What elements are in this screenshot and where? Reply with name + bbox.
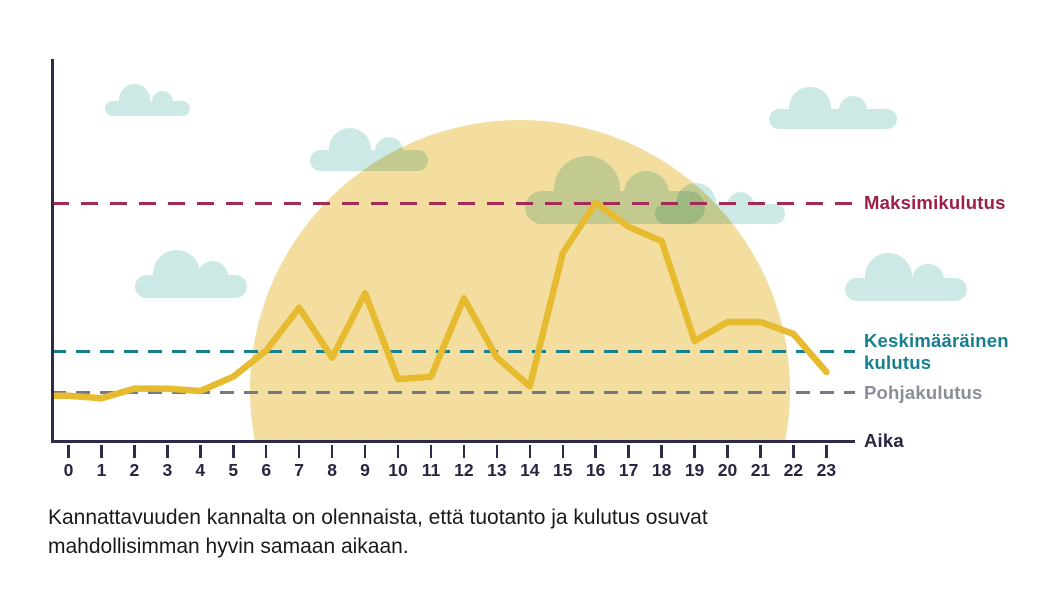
plot-background bbox=[250, 120, 790, 441]
x-tick-label: 15 bbox=[553, 460, 573, 480]
x-tick bbox=[561, 445, 564, 458]
x-tick-label: 22 bbox=[783, 460, 804, 480]
x-tick bbox=[330, 445, 334, 458]
x-tick bbox=[166, 445, 169, 458]
x-tick bbox=[297, 445, 301, 458]
x-tick bbox=[594, 445, 597, 458]
x-tick-label: 4 bbox=[195, 460, 206, 480]
x-tick-label: 20 bbox=[717, 460, 738, 480]
cloud-icon bbox=[105, 84, 190, 116]
x-tick bbox=[792, 445, 795, 458]
x-tick bbox=[264, 445, 268, 458]
x-tick bbox=[429, 445, 433, 458]
cloud-icon bbox=[769, 87, 897, 129]
x-tick-label: 1 bbox=[96, 460, 107, 480]
x-tick-label: 7 bbox=[294, 460, 304, 480]
reference-label-maksimikulutus: Maksimikulutus bbox=[864, 192, 1006, 213]
x-tick-label: 17 bbox=[618, 460, 639, 480]
x-tick-label: 12 bbox=[454, 460, 474, 480]
x-tick-label: 10 bbox=[388, 460, 408, 480]
x-tick bbox=[495, 445, 499, 458]
x-tick-label: 23 bbox=[816, 460, 837, 480]
reference-line-maksimikulutus bbox=[52, 201, 855, 205]
x-tick bbox=[726, 445, 729, 458]
x-tick-label: 8 bbox=[327, 460, 337, 480]
x-axis bbox=[51, 440, 855, 443]
x-tick-label: 19 bbox=[684, 460, 705, 480]
x-tick bbox=[759, 445, 762, 458]
x-tick bbox=[133, 445, 136, 458]
x-tick-label: 16 bbox=[585, 460, 606, 480]
reference-line-keskimaarainen-kulutus bbox=[52, 350, 855, 354]
x-tick bbox=[627, 445, 630, 458]
cloud-icon bbox=[310, 128, 428, 171]
x-tick-label: 11 bbox=[421, 460, 441, 480]
consumption-line bbox=[51, 199, 830, 402]
x-tick bbox=[199, 445, 202, 458]
cloud-icon bbox=[135, 250, 247, 298]
x-tick bbox=[67, 445, 70, 458]
x-tick bbox=[462, 445, 466, 458]
reference-label-pohjakulutus: Pohjakulutus bbox=[864, 381, 983, 403]
x-axis-title: Aika bbox=[864, 430, 904, 451]
x-tick bbox=[396, 445, 400, 458]
x-tick-label: 2 bbox=[129, 460, 140, 480]
x-tick bbox=[232, 445, 235, 458]
x-tick-label: 21 bbox=[750, 460, 771, 480]
x-tick bbox=[693, 445, 696, 458]
x-tick bbox=[825, 445, 828, 458]
x-tick-label: 0 bbox=[63, 460, 74, 480]
x-tick-label: 5 bbox=[228, 460, 239, 480]
reference-label-keskimaarainen-kulutus: Keskimääräinen kulutus bbox=[864, 329, 1009, 373]
caption: Kannattavuuden kannalta on olennaista, e… bbox=[48, 506, 708, 558]
x-tick-label: 18 bbox=[651, 460, 672, 480]
reference-line-pohjakulutus bbox=[52, 391, 855, 395]
x-tick bbox=[660, 445, 663, 458]
x-tick-label: 6 bbox=[261, 460, 272, 480]
x-tick bbox=[100, 445, 103, 458]
x-tick bbox=[528, 445, 532, 458]
x-tick-label: 9 bbox=[360, 460, 370, 480]
x-tick-label: 13 bbox=[487, 460, 507, 480]
y-axis bbox=[51, 59, 54, 443]
cloud-icon bbox=[845, 253, 967, 301]
x-tick-label: 3 bbox=[162, 460, 173, 480]
x-tick bbox=[363, 445, 367, 458]
x-tick-label: 14 bbox=[520, 460, 540, 480]
